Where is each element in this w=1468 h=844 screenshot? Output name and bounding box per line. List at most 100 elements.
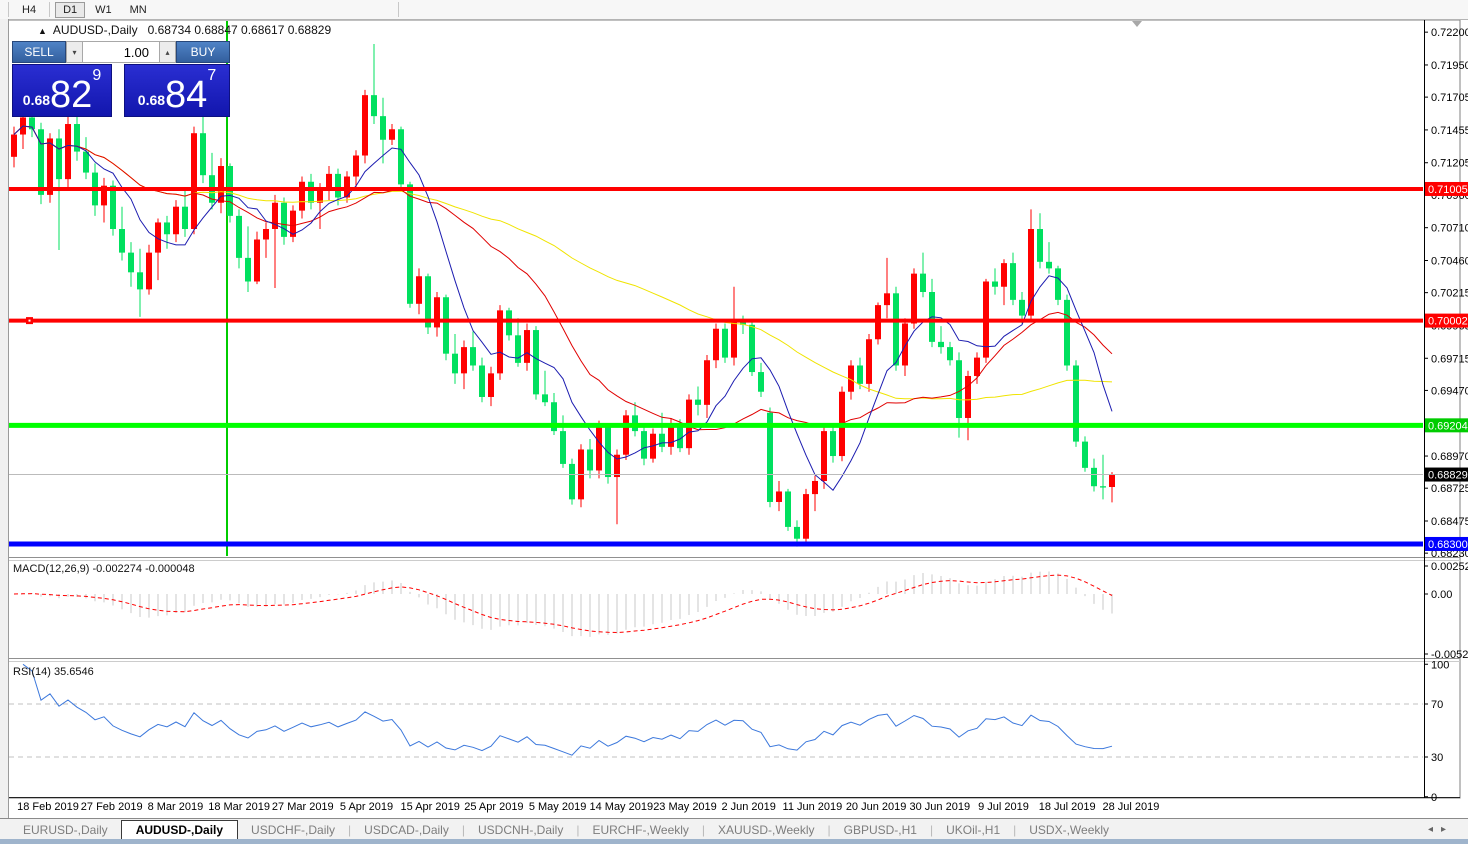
macd-scale-label: 0.00: [1431, 589, 1452, 601]
tab-separator: |: [576, 822, 580, 837]
date-axis-label: 5 Apr 2019: [340, 801, 393, 813]
chart-symbol-label: AUDUSD-,Daily: [52, 23, 138, 37]
buy-price-big: 84: [165, 74, 208, 116]
svg-text:0.68829: 0.68829: [1428, 470, 1468, 482]
date-axis-label: 9 Jul 2019: [978, 801, 1029, 813]
sell-price-big: 82: [50, 74, 93, 116]
rsi-pane[interactable]: [9, 663, 1424, 758]
rsi-scale-label: 100: [1431, 659, 1449, 671]
chart-tab-usdxweekly[interactable]: USDX-,Weekly: [1029, 822, 1110, 837]
svg-text:0.68300: 0.68300: [1428, 539, 1468, 551]
tab-scroll-arrows[interactable]: ◂▸: [1427, 824, 1454, 835]
chart-tab-eurusddaily[interactable]: EURUSD-,Daily: [23, 822, 108, 837]
moving-average-55: [13, 125, 1113, 401]
date-axis-label: 27 Feb 2019: [81, 801, 143, 813]
timeframe-button-h4[interactable]: H4: [22, 3, 37, 16]
volume-increase-button[interactable]: ▴: [159, 41, 176, 63]
axis-tick-label: 0.69715: [1431, 353, 1468, 365]
date-axis-label: 14 May 2019: [589, 801, 653, 813]
chart-tab-usdcnhdaily[interactable]: USDCNH-,Daily: [477, 822, 564, 837]
rsi-value: 35.6546: [53, 666, 94, 678]
date-axis-label: 18 Jul 2019: [1039, 801, 1096, 813]
svg-text:0.69204: 0.69204: [1428, 420, 1468, 432]
axis-tick-label: 0.71455: [1431, 125, 1468, 137]
sell-price-button[interactable]: 0.68 82 9: [12, 64, 112, 117]
timeframe-button-d1[interactable]: D1: [55, 1, 86, 18]
date-axis-label: 25 Apr 2019: [464, 801, 523, 813]
buy-price-button[interactable]: 0.68 84 7: [124, 64, 230, 117]
timeframe-button-w1[interactable]: W1: [95, 3, 112, 16]
timeframe-button-mn[interactable]: MN: [129, 3, 147, 16]
current-price-badge: [1425, 467, 1468, 482]
volume-decrease-button[interactable]: ▾: [66, 41, 83, 63]
date-axis-label: 8 Mar 2019: [148, 801, 204, 813]
price-badge-0.71005: [1425, 181, 1468, 196]
axis-tick-label: 0.68475: [1431, 516, 1468, 528]
buy-price-pip: 7: [207, 67, 217, 84]
status-strip: [0, 839, 1468, 844]
macd-scale-label: 0.002522: [1431, 561, 1468, 573]
tab-separator: |: [929, 822, 934, 837]
axis-tick-label: 0.71705: [1431, 92, 1468, 104]
date-axis-label: 20 Jun 2019: [846, 801, 907, 813]
date-axis-label: 30 Jun 2019: [910, 801, 971, 813]
panel-collapse-icon[interactable]: ▲: [38, 26, 47, 36]
price-badge-0.70002: [1425, 313, 1468, 328]
buy-price-prefix: 0.68: [137, 92, 166, 108]
sell-price-pip: 9: [92, 67, 102, 84]
macd-pane[interactable]: [13, 571, 1113, 637]
price-badge-0.68300: [1425, 536, 1468, 551]
rsi-scale-label: 30: [1431, 752, 1443, 764]
one-click-trading-panel: SELL ▾ ▴ BUY 0.68829 0.68847: [12, 41, 234, 117]
chart-tab-ukoilh1[interactable]: UKOil-,H1: [946, 822, 1001, 837]
chart-tab-eurchfweekly[interactable]: EURCHF-,Weekly: [592, 822, 689, 837]
chart-tab-usdcaddaily[interactable]: USDCAD-,Daily: [364, 822, 449, 837]
window-left-edge: [0, 19, 9, 839]
axis-tick-label: 0.72200: [1431, 27, 1468, 39]
rsi-line: [22, 663, 1113, 756]
axis-tick-label: 0.70215: [1431, 288, 1468, 300]
axis-tick-label: 0.68230: [1431, 548, 1468, 560]
chart-tab-audusddaily[interactable]: AUDUSD-,Daily: [120, 820, 239, 841]
candles-layer: [11, 43, 1115, 547]
rsi-scale-label: 70: [1431, 699, 1443, 711]
rsi-indicator-label: RSI(14) 35.6546: [13, 666, 94, 678]
svg-text:0.71005: 0.71005: [1428, 184, 1468, 196]
tab-separator: |: [701, 822, 706, 837]
chart-ohlc-values: 0.68734 0.68847 0.68617 0.68829: [147, 23, 332, 37]
date-axis-label: 15 Apr 2019: [401, 801, 460, 813]
axis-tick-label: 0.70710: [1431, 223, 1468, 235]
tab-separator: |: [461, 822, 465, 837]
tab-separator: |: [1013, 822, 1017, 837]
date-axis-label: 27 Mar 2019: [272, 801, 334, 813]
chart-tab-bar: EURUSD-,Daily AUDUSD-,Daily USDCHF-,Daily |…: [0, 818, 1468, 841]
macd-indicator-label: MACD(12,26,9) -0.002274 -0.000048: [13, 563, 195, 575]
sell-button[interactable]: SELL: [12, 41, 66, 63]
chart-tab-gbpusdh1[interactable]: GBPUSD-,H1: [843, 822, 917, 837]
chart-canvas[interactable]: 0.722000.719500.717050.714550.712050.709…: [0, 0, 1468, 818]
chart-title-bar: ▲ AUDUSD-,Daily 0.68734 0.68847 0.68617 0.…: [38, 23, 331, 37]
date-axis-label: 18 Feb 2019: [17, 801, 79, 813]
axis-tick-label: 0.70460: [1431, 256, 1468, 268]
date-axis-label: 18 Mar 2019: [208, 801, 270, 813]
timeframe-toolbar: H4 D1 W1 MN: [0, 0, 1468, 20]
date-axis-label: 5 May 2019: [529, 801, 586, 813]
tab-separator: |: [827, 822, 831, 837]
chart-tab-xauusdweekly[interactable]: XAUUSD-,Weekly: [718, 822, 815, 837]
moving-average-8: [13, 125, 1113, 491]
date-axis-label: 23 May 2019: [653, 801, 717, 813]
axis-tick-label: 0.68725: [1431, 483, 1468, 495]
buy-button[interactable]: BUY: [176, 41, 230, 63]
date-axis-label: 11 Jun 2019: [783, 801, 843, 813]
tab-separator: |: [348, 822, 352, 837]
date-axis-label: 2 Jun 2019: [721, 801, 775, 813]
sell-price-prefix: 0.68: [22, 92, 51, 108]
chart-tab-usdchfdaily[interactable]: USDCHF-,Daily: [251, 822, 336, 837]
macd-signal-line: [13, 574, 1113, 634]
axis-tick-label: 0.68970: [1431, 451, 1468, 463]
moving-average-21: [13, 125, 1113, 431]
main-price-pane[interactable]: [9, 21, 1424, 556]
volume-input[interactable]: [83, 41, 159, 63]
price-badge-0.69204: [1425, 418, 1468, 433]
